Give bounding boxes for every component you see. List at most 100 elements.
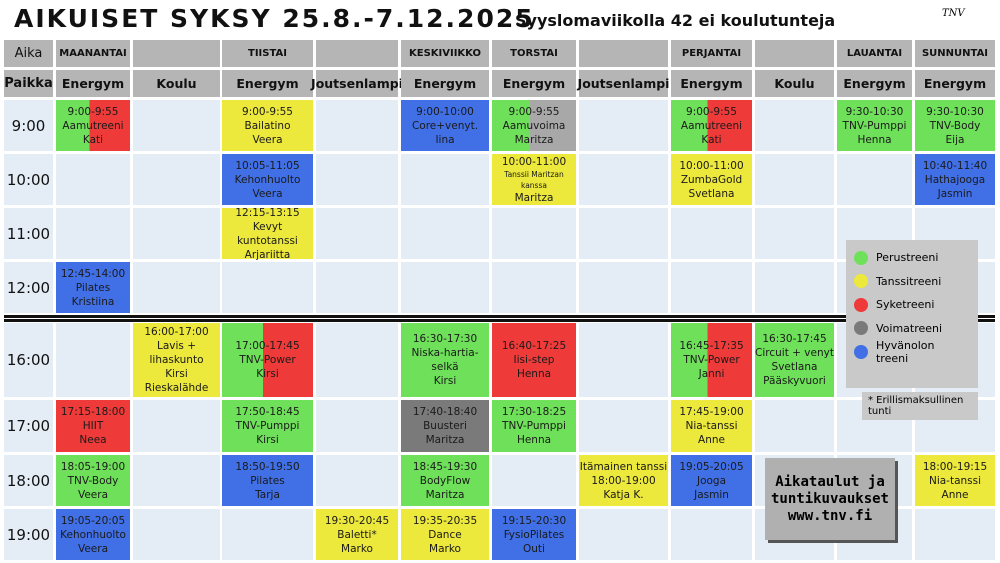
empty-cell — [492, 455, 576, 506]
class-text: Kristiina — [71, 295, 115, 308]
empty-cell — [133, 262, 220, 313]
class-text: Kirsi — [256, 368, 279, 380]
legend-swatch — [854, 321, 868, 336]
class-text: 19:05-20:05 — [679, 460, 744, 473]
place-header: Energym — [222, 70, 313, 97]
empty-cell — [755, 262, 834, 313]
class-text: Kati — [82, 133, 104, 146]
title: AIKUISET SYKSY 25.8.-7.12.2025 — [14, 4, 535, 33]
class-text: Niska-hartia- — [411, 347, 479, 359]
empty-cell — [837, 154, 912, 205]
class-text: 17:50-18:45 — [235, 406, 300, 418]
empty-cell — [755, 154, 834, 205]
class-cell: 17:50-18:45 TNV-Pumppi Kirsi — [222, 400, 313, 452]
legend-item: Hyvänolon treeni — [854, 339, 970, 365]
class-text: Pilates — [75, 281, 111, 294]
class-text: 17:00-17:45 — [235, 340, 300, 352]
empty-cell — [579, 400, 668, 452]
class-cell: 10:05-11:05 Kehonhuolto Veera — [222, 154, 313, 205]
class-cell: 19:30-20:45 Baletti* Marko — [316, 509, 398, 560]
empty-cell — [401, 154, 489, 205]
legend-swatch — [854, 274, 868, 289]
place-header: Energym — [915, 70, 995, 97]
class-cell: 9:30-10:30 TNV-Body Eija — [915, 100, 995, 151]
class-text: FysioPilates — [503, 528, 565, 541]
empty-cell — [579, 262, 668, 313]
class-text: 17:30-18:25 — [501, 406, 567, 418]
class-cell: 17:00-17:45 TNV-Power Kirsi — [222, 323, 313, 397]
class-text: Dance — [428, 528, 462, 541]
class-text: TNV-Body — [929, 119, 981, 132]
class-cell: Itämainen tanssi 18:00-19:00 Katja K. — [579, 455, 668, 506]
class-text: Veera — [252, 187, 283, 200]
class-text: Henna — [857, 133, 892, 146]
day-header — [579, 40, 668, 67]
legend-label: Perustreeni — [876, 251, 939, 265]
empty-cell — [56, 323, 130, 397]
class-text: Nia-tanssi — [928, 474, 982, 487]
class-text: HIIT — [82, 420, 104, 432]
empty-cell — [133, 154, 220, 205]
class-cell: 17:40-18:40 Buusteri Maritza — [401, 400, 489, 452]
class-cell: 19:35-20:35 Dance Marko — [401, 509, 489, 560]
class-text: TNV-Pumppi — [235, 420, 300, 432]
class-text: Tarja — [255, 488, 280, 501]
class-cell: 18:00-19:15 Nia-tanssi Anne — [915, 455, 995, 506]
class-cell: 10:40-11:40 Hathajooga Jasmin — [915, 154, 995, 205]
class-text: Kevyt kuntotanssi — [237, 220, 298, 247]
class-text: Aamutreeni — [62, 119, 124, 132]
info-line: tuntikuvaukset — [770, 490, 889, 507]
subtitle: Syyslomaviikolla 42 ei koulutunteja — [515, 11, 836, 30]
legend-swatch — [854, 344, 868, 359]
class-text: TNV-Pumppi — [842, 119, 907, 132]
class-text: 9:30-10:30 — [845, 105, 904, 118]
legend-item: Syketreeni — [854, 293, 970, 317]
class-cell: 16:40-17:25 Iisi-step Henna — [492, 323, 576, 397]
day-header: TORSTAI — [492, 40, 576, 67]
time-label: 18:00 — [4, 455, 53, 506]
class-text: TNV-Body — [67, 474, 119, 487]
class-text: Marko — [341, 542, 373, 555]
class-text: Neea — [79, 434, 107, 446]
place-header: Koulu — [133, 70, 220, 97]
class-text: TNV-Pumppi — [502, 420, 566, 432]
day-header — [316, 40, 398, 67]
empty-cell — [915, 509, 995, 560]
day-header: KESKIVIIKKO — [401, 40, 489, 67]
class-text: 17:40-18:40 — [412, 406, 478, 418]
class-text: Nia-tanssi — [685, 420, 738, 432]
class-text: 9:00-9:55 — [242, 105, 293, 118]
class-text: Maritza — [514, 133, 554, 146]
place-header: Energym — [492, 70, 576, 97]
class-cell: 18:05-19:00 TNV-Body Veera — [56, 455, 130, 506]
place-header: Energym — [401, 70, 489, 97]
time-label: 19:00 — [4, 509, 53, 560]
time-label: 11:00 — [4, 208, 53, 259]
legend-swatch — [854, 250, 868, 265]
class-text: 18:50-19:50 — [235, 460, 300, 473]
empty-cell — [579, 208, 668, 259]
class-text: Iisi-step — [513, 354, 555, 366]
day-header: SUNNUNTAI — [915, 40, 995, 67]
empty-cell — [579, 154, 668, 205]
class-cell: 9:00-9:55 Bailatino Veera — [222, 100, 313, 151]
empty-cell — [492, 208, 576, 259]
day-header: PERJANTAI — [671, 40, 752, 67]
class-cell: 19:15-20:30 FysioPilates Outi — [492, 509, 576, 560]
info-box: Aikataulut ja tuntikuvaukset www.tnv.fi — [765, 458, 895, 540]
place-header: Energym — [56, 70, 130, 97]
class-text: ZumbaGold — [680, 173, 743, 186]
class-text: 16:30-17:45 — [762, 333, 827, 345]
empty-cell — [755, 400, 834, 452]
place-header: Joutsenlampi — [578, 70, 669, 97]
class-text: Lavis + — [156, 340, 197, 352]
day-header: LAUANTAI — [837, 40, 912, 67]
class-text: Bailatino — [244, 119, 291, 132]
empty-cell — [671, 262, 752, 313]
place-header: Paikka — [4, 70, 53, 97]
place-header: Energym — [837, 70, 912, 97]
empty-cell — [133, 509, 220, 560]
class-text: Arjariitta — [244, 248, 291, 261]
empty-cell — [316, 262, 398, 313]
